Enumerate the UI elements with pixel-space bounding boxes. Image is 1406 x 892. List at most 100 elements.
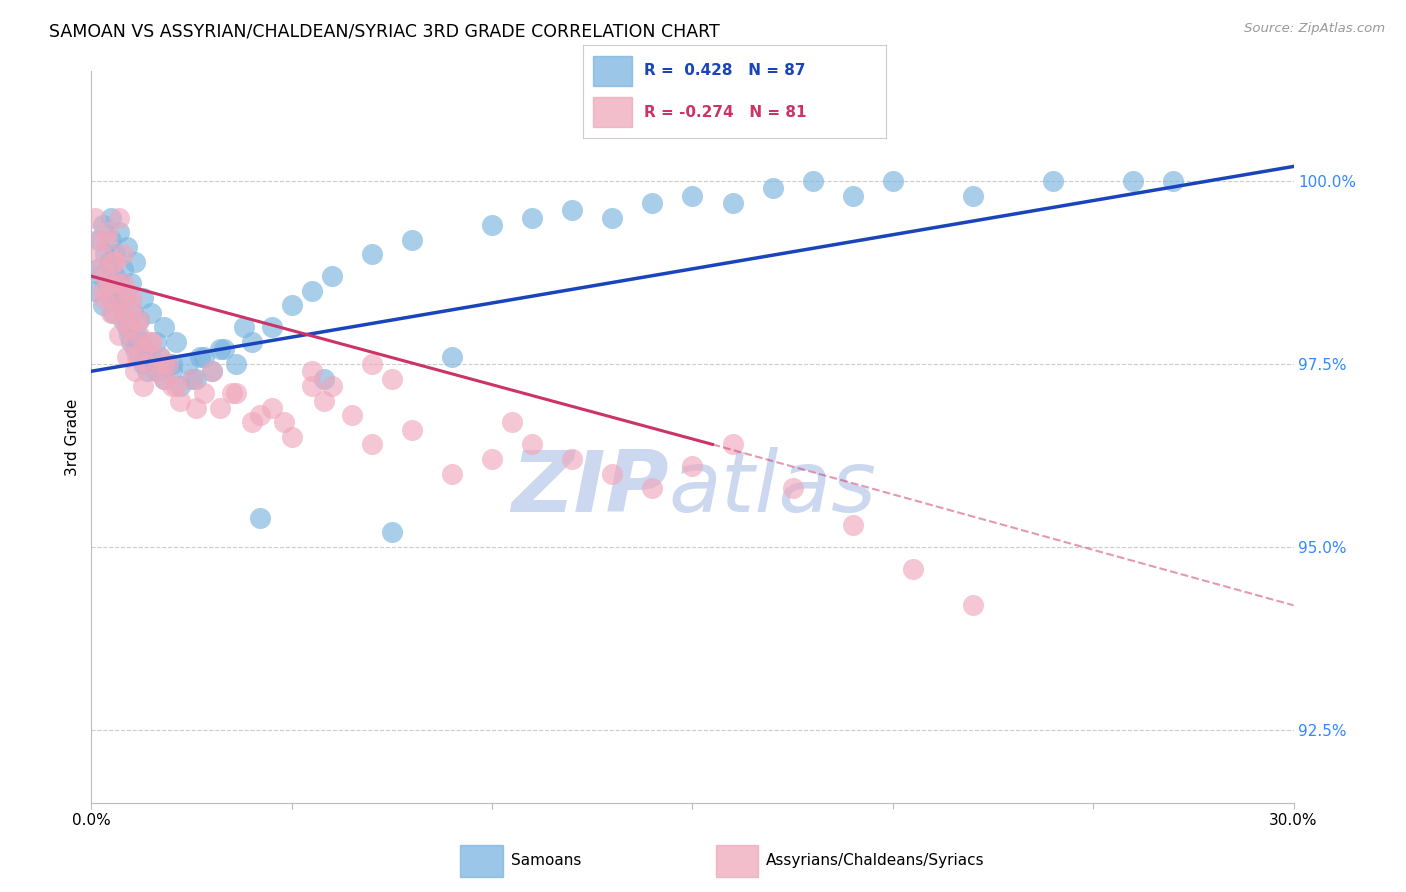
Point <box>481 452 503 467</box>
Point <box>312 371 335 385</box>
Point <box>156 357 179 371</box>
Point <box>107 291 129 305</box>
Y-axis label: 3rd Grade: 3rd Grade <box>65 399 80 475</box>
Point <box>762 181 785 195</box>
Point <box>122 334 145 349</box>
Point <box>401 423 423 437</box>
Point <box>145 364 167 378</box>
Point <box>128 350 150 364</box>
Point <box>782 481 804 495</box>
Point <box>260 401 283 415</box>
Point <box>148 350 170 364</box>
Point <box>100 291 122 305</box>
Point <box>169 393 191 408</box>
Point <box>212 343 235 357</box>
Bar <box>592 97 631 127</box>
Point <box>132 291 155 305</box>
Point <box>93 284 115 298</box>
Text: Source: ZipAtlas.com: Source: ZipAtlas.com <box>1244 22 1385 36</box>
Point <box>152 371 174 385</box>
Point <box>520 211 543 225</box>
Point <box>108 327 131 342</box>
Point <box>112 313 135 327</box>
Point <box>281 430 304 444</box>
Point <box>176 357 198 371</box>
Point <box>160 357 183 371</box>
Bar <box>592 56 631 86</box>
Point <box>93 291 115 305</box>
Bar <box>716 845 758 877</box>
Point <box>132 379 155 393</box>
Point <box>721 437 744 451</box>
Point <box>232 320 254 334</box>
Point <box>112 247 135 261</box>
Point <box>100 291 122 305</box>
Point <box>221 386 243 401</box>
Point <box>110 298 132 312</box>
Point <box>201 364 224 378</box>
Point <box>441 467 464 481</box>
Point <box>901 562 924 576</box>
Point <box>124 254 146 268</box>
Point <box>841 188 863 202</box>
Point <box>100 233 122 247</box>
Point <box>124 313 146 327</box>
Point <box>301 379 323 393</box>
Point <box>121 334 143 349</box>
Point <box>188 350 211 364</box>
Point <box>141 306 163 320</box>
Point <box>136 357 159 371</box>
Point <box>93 218 115 232</box>
Point <box>117 240 139 254</box>
Point <box>152 357 174 371</box>
Point <box>141 350 163 364</box>
Point <box>801 174 824 188</box>
Point <box>104 247 127 261</box>
Point <box>121 277 143 291</box>
Point <box>117 320 139 334</box>
Point <box>360 437 382 451</box>
Point <box>96 233 118 247</box>
Point <box>128 313 150 327</box>
Point <box>321 379 343 393</box>
Point <box>1161 174 1184 188</box>
Point <box>520 437 543 451</box>
Point <box>100 306 122 320</box>
Point <box>401 233 423 247</box>
Point <box>127 327 149 342</box>
Point <box>117 350 139 364</box>
Point <box>156 357 179 371</box>
Point <box>94 269 117 284</box>
Point <box>124 364 146 378</box>
Point <box>340 408 363 422</box>
Point <box>312 393 335 408</box>
Point <box>962 599 984 613</box>
Point <box>152 320 174 334</box>
Point <box>160 379 183 393</box>
Point <box>321 269 343 284</box>
Point <box>501 416 523 430</box>
Point <box>681 459 703 474</box>
Point <box>84 211 107 225</box>
Point <box>103 254 125 268</box>
Point <box>225 386 247 401</box>
Text: ZIP: ZIP <box>510 447 668 530</box>
Text: Samoans: Samoans <box>510 854 581 868</box>
Point <box>160 364 183 378</box>
Point <box>112 277 135 291</box>
Text: R = -0.274   N = 81: R = -0.274 N = 81 <box>644 104 807 120</box>
Point <box>184 371 207 385</box>
Point <box>90 269 112 284</box>
Point <box>141 334 163 349</box>
Point <box>93 298 115 312</box>
Point <box>193 386 215 401</box>
Point <box>561 452 583 467</box>
Point <box>193 350 215 364</box>
Point <box>132 357 155 371</box>
Point <box>141 334 163 349</box>
Point <box>134 343 156 357</box>
Point <box>721 196 744 211</box>
Point <box>132 343 155 357</box>
Point <box>114 313 136 327</box>
Point <box>90 247 112 261</box>
